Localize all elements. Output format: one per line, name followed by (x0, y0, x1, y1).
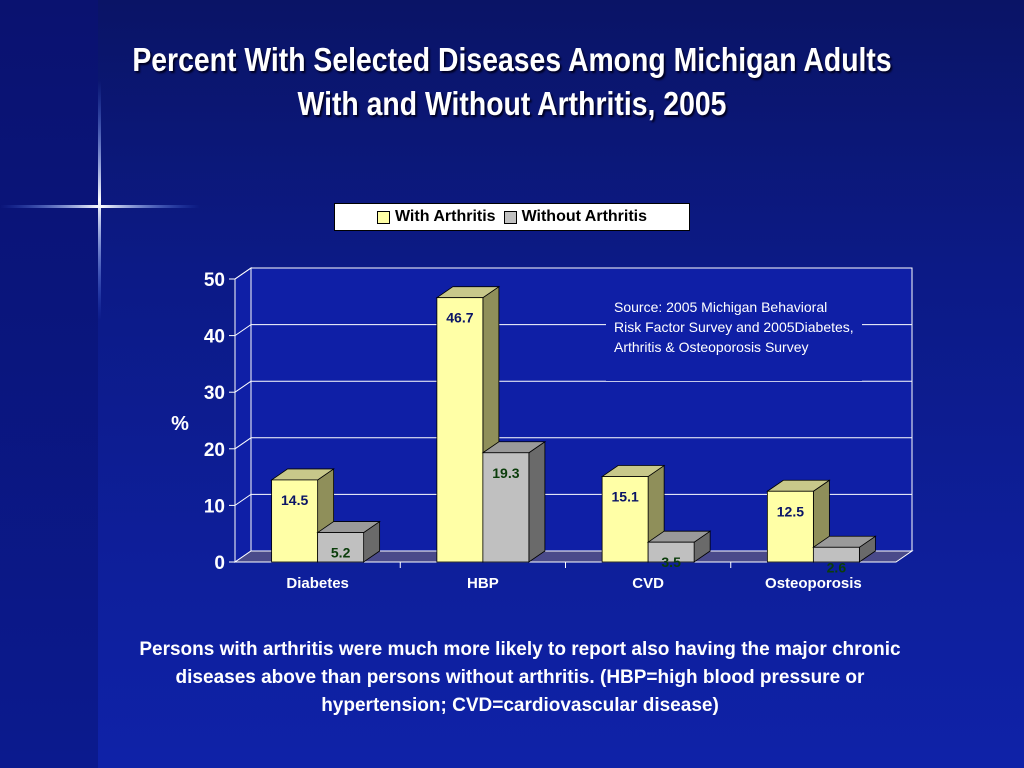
data-label: 2.6 (827, 559, 847, 575)
legend-swatch-without (503, 210, 517, 224)
data-label: 46.7 (446, 310, 473, 326)
x-tick-label: Diabetes (286, 575, 349, 592)
y-tick-label: 40 (204, 327, 225, 348)
left-band (0, 0, 98, 768)
bar-front (271, 479, 319, 563)
star-flare (0, 80, 200, 320)
data-label: 14.5 (281, 492, 308, 508)
bar-front (647, 541, 695, 563)
bar-without-diabetes (316, 520, 381, 563)
legend-label-with: With Arthritis (394, 208, 496, 225)
data-label: 19.3 (492, 465, 519, 481)
legend-swatch-with (376, 210, 390, 224)
bar-front (812, 546, 860, 563)
chart-legend: With Arthritis Without Arthritis (334, 203, 690, 231)
data-label: 12.5 (777, 503, 804, 519)
bar-front (436, 297, 484, 563)
bar-without-osteoporosis (812, 535, 877, 563)
gridline (234, 267, 912, 280)
gridline (234, 380, 912, 393)
x-tick-label: CVD (632, 575, 664, 592)
legend-item-with: With Arthritis (376, 208, 496, 226)
y-tick-label: 10 (204, 496, 225, 517)
slide-title: Percent With Selected Diseases Among Mic… (0, 38, 1024, 126)
gridline (234, 493, 912, 506)
y-axis-label: % (171, 413, 189, 435)
y-tick-label: 30 (204, 383, 225, 404)
title-line-1: Percent With Selected Diseases Among Mic… (132, 41, 892, 78)
bar-without-hbp (481, 441, 547, 563)
bar-without-cvd (646, 530, 712, 563)
legend-item-without: Without Arthritis (503, 208, 648, 226)
footnote: Persons with arthritis were much more li… (139, 639, 901, 716)
data-label: 3.5 (661, 554, 681, 570)
gridline (234, 437, 912, 450)
y-tick-label: 20 (204, 440, 225, 461)
bar-front (317, 532, 365, 563)
bar-side (528, 441, 546, 563)
bar-front (601, 476, 649, 563)
source-note: Source: 2005 Michigan Behavioral Risk Fa… (606, 295, 862, 381)
bar-front (482, 452, 530, 563)
title-line-2: With and Without Arthritis, 2005 (297, 85, 727, 122)
y-tick-label: 0 (214, 553, 225, 574)
data-label: 15.1 (612, 489, 639, 505)
data-label: 5.2 (331, 545, 351, 561)
y-tick-label: 50 (204, 270, 225, 291)
legend-label-without: Without Arthritis (521, 208, 648, 225)
x-tick-label: HBP (467, 575, 499, 592)
x-tick-label: Osteoporosis (765, 575, 862, 592)
plot-side-wall (234, 267, 252, 563)
bar-front (766, 490, 814, 563)
